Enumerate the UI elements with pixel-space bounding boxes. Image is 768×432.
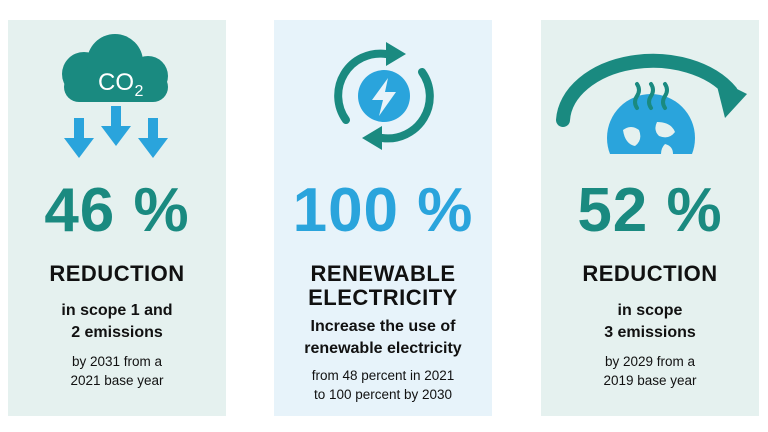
card-scope-1-2: CO 2 46 % REDUCTION in scope 1 and 2 emi…: [8, 20, 226, 416]
card-scope-3: 52 % REDUCTION in scope 3 emissions by 2…: [541, 20, 759, 416]
card-detail: by 2031 from a 2021 base year: [70, 354, 164, 388]
card-subheading: Increase the use of renewable electricit…: [304, 318, 462, 357]
globe-factory-arrow-icon: [541, 20, 759, 170]
card-subheading: in scope 3 emissions: [604, 302, 696, 341]
reduction-value: 46 %: [44, 176, 190, 245]
card-heading: REDUCTION: [582, 261, 718, 286]
card-heading: REDUCTION: [49, 261, 185, 286]
card-renewable-electricity: 100 % RENEWABLE ELECTRICITY Increase the…: [274, 20, 492, 416]
card-subheading: in scope 1 and 2 emissions: [61, 302, 173, 341]
svg-text:2: 2: [135, 83, 144, 100]
card-heading: RENEWABLE ELECTRICITY: [308, 261, 458, 310]
reduction-value: 52 %: [577, 176, 723, 245]
svg-text:CO: CO: [98, 69, 134, 96]
co2-cloud-down-arrows-icon: CO 2: [8, 20, 226, 170]
renewable-value: 100 %: [292, 176, 474, 245]
renewable-electricity-cycle-icon: [274, 20, 492, 170]
card-detail: by 2029 from a 2019 base year: [603, 354, 697, 388]
card-detail: from 48 percent in 2021 to 100 percent b…: [311, 368, 455, 402]
